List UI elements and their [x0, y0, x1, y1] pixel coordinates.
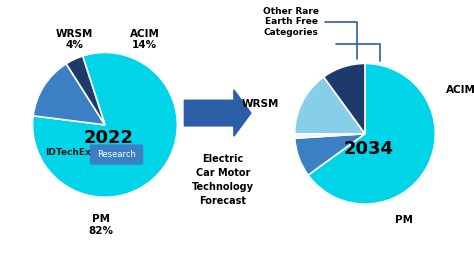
Text: Research: Research — [97, 150, 136, 159]
Wedge shape — [295, 77, 365, 134]
Wedge shape — [33, 64, 105, 125]
Text: PM
82%: PM 82% — [89, 214, 114, 236]
Text: PM: PM — [395, 215, 413, 225]
Wedge shape — [295, 134, 365, 175]
Wedge shape — [324, 63, 365, 134]
Text: ACIM
14%: ACIM 14% — [130, 29, 160, 50]
Wedge shape — [295, 134, 365, 138]
Text: WRSM
4%: WRSM 4% — [56, 29, 93, 50]
Text: Other Rare
Earth Free
Categories: Other Rare Earth Free Categories — [263, 7, 356, 59]
Wedge shape — [33, 52, 177, 197]
Wedge shape — [308, 63, 435, 204]
Wedge shape — [66, 56, 105, 125]
Text: IDTechEx: IDTechEx — [46, 148, 91, 157]
FancyBboxPatch shape — [90, 144, 143, 165]
FancyArrow shape — [184, 90, 251, 136]
Text: 2022: 2022 — [83, 129, 134, 147]
Text: ACIM: ACIM — [446, 85, 474, 95]
Text: 2034: 2034 — [344, 140, 393, 158]
Text: Electric
Car Motor
Technology
Forecast: Electric Car Motor Technology Forecast — [192, 154, 254, 206]
Text: WRSM: WRSM — [242, 99, 279, 109]
